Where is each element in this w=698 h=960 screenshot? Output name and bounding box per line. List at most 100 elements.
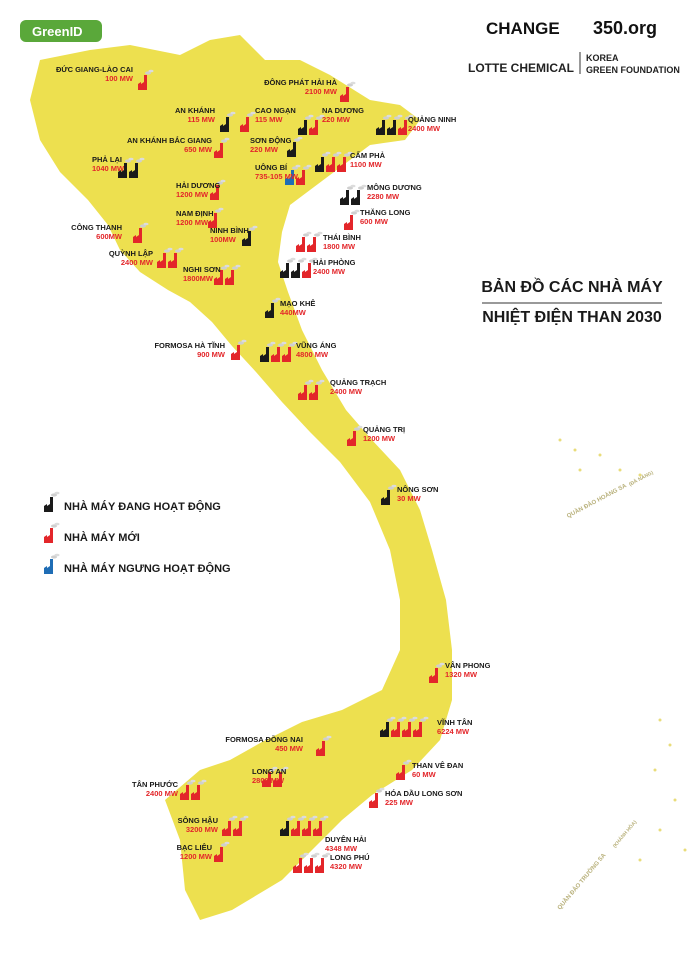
plant-icon [44, 491, 60, 512]
plant-icon [225, 264, 241, 285]
smoke [358, 186, 364, 190]
smoke [240, 817, 246, 821]
smoke [388, 486, 394, 490]
plant-icon [168, 247, 184, 268]
factory [214, 143, 223, 158]
smoke [350, 81, 356, 85]
plant-capacity: 115 MW [187, 115, 215, 124]
greenid-logo [20, 20, 102, 42]
factory [129, 163, 138, 178]
factory [133, 228, 142, 243]
smoke [140, 224, 146, 228]
smoke [267, 343, 273, 347]
factory [398, 120, 407, 135]
plant-name: HÓA DẦU LONG SƠN [385, 788, 462, 798]
factory [233, 821, 242, 836]
smoke [401, 716, 407, 720]
smoke [347, 151, 353, 155]
plant-name: NGHI SƠN [183, 265, 221, 274]
factory [222, 821, 231, 836]
factory [280, 821, 289, 836]
plant-name: THAN VÊ ĐAN [412, 761, 463, 770]
smoke [290, 815, 296, 819]
plant-icon [302, 257, 318, 278]
smoke [323, 815, 329, 819]
smoke [283, 766, 289, 770]
plant-icon [240, 111, 256, 132]
factory [380, 722, 389, 737]
factory [429, 668, 438, 683]
plant-icon [285, 164, 301, 185]
smoke [292, 341, 298, 345]
plant-icon [369, 787, 385, 808]
smoke [269, 768, 275, 772]
vietnam-land [30, 35, 452, 920]
plant-icon [44, 522, 60, 543]
smoke [54, 491, 60, 495]
smoke [306, 164, 312, 168]
350-logo: 350.org [593, 18, 657, 38]
factory [337, 157, 346, 172]
plant-capacity: 1320 MW [445, 670, 478, 679]
smoke [309, 817, 315, 821]
smoke [227, 113, 233, 117]
plant-icon [387, 114, 403, 135]
plant-capacity: 2400 MW [146, 789, 179, 798]
smoke [347, 83, 353, 87]
plant-capacity: 2800 MW [252, 776, 285, 785]
plant-name: HẢI PHÒNG [313, 258, 356, 267]
plant-icon [309, 379, 325, 400]
plant-name: QUẢNG TRỊ [363, 425, 405, 434]
smoke [312, 257, 318, 261]
plant-capacity: 2400 MW [121, 258, 154, 267]
plant-capacity: 1200 MW [363, 434, 396, 443]
factory [369, 793, 378, 808]
plant-capacity: 600 MW [360, 217, 389, 226]
plant-capacity: 115 MW [255, 115, 283, 124]
factory [242, 231, 251, 246]
smoke [305, 116, 311, 120]
plant-icon [309, 114, 325, 135]
factory [307, 237, 316, 252]
smoke [187, 781, 193, 785]
factory [309, 385, 318, 400]
smoke [238, 341, 244, 345]
plant-capacity: 30 MW [397, 494, 422, 503]
factory [344, 215, 353, 230]
plant-name: SƠN ĐỘNG [250, 136, 292, 145]
factory [413, 722, 422, 737]
factory [304, 858, 313, 873]
smoke [51, 555, 57, 559]
plant-icon [287, 136, 303, 157]
smoke [322, 153, 328, 157]
plant-icon [280, 257, 296, 278]
smoke [398, 718, 404, 722]
smoke [139, 157, 145, 161]
smoke [298, 259, 304, 263]
smoke [270, 341, 276, 345]
plant-icon [315, 852, 331, 873]
smoke [230, 111, 236, 115]
smoke [281, 341, 287, 345]
smoke [403, 761, 409, 765]
smoke [314, 852, 320, 856]
smoke [361, 184, 367, 188]
plant-capacity: 1200 MW [176, 218, 209, 227]
smoke [221, 266, 227, 270]
plant-icon [133, 222, 149, 243]
plant-capacity: 225 MW [385, 798, 414, 807]
smoke [51, 493, 57, 497]
factory [280, 263, 289, 278]
plant-capacity: 2280 MW [367, 192, 400, 201]
smoke [295, 164, 301, 168]
smoke [354, 427, 360, 431]
factory [44, 559, 53, 574]
plant-icon [296, 164, 312, 185]
plant-icon [271, 341, 287, 362]
smoke [289, 343, 295, 347]
smoke [175, 249, 181, 253]
plant-capacity: 2400 MW [330, 387, 363, 396]
plant-name: VĨNH TÂN [437, 718, 472, 727]
plant-name: LONG AN [252, 767, 286, 776]
plant-capacity: 100 MW [105, 74, 134, 83]
